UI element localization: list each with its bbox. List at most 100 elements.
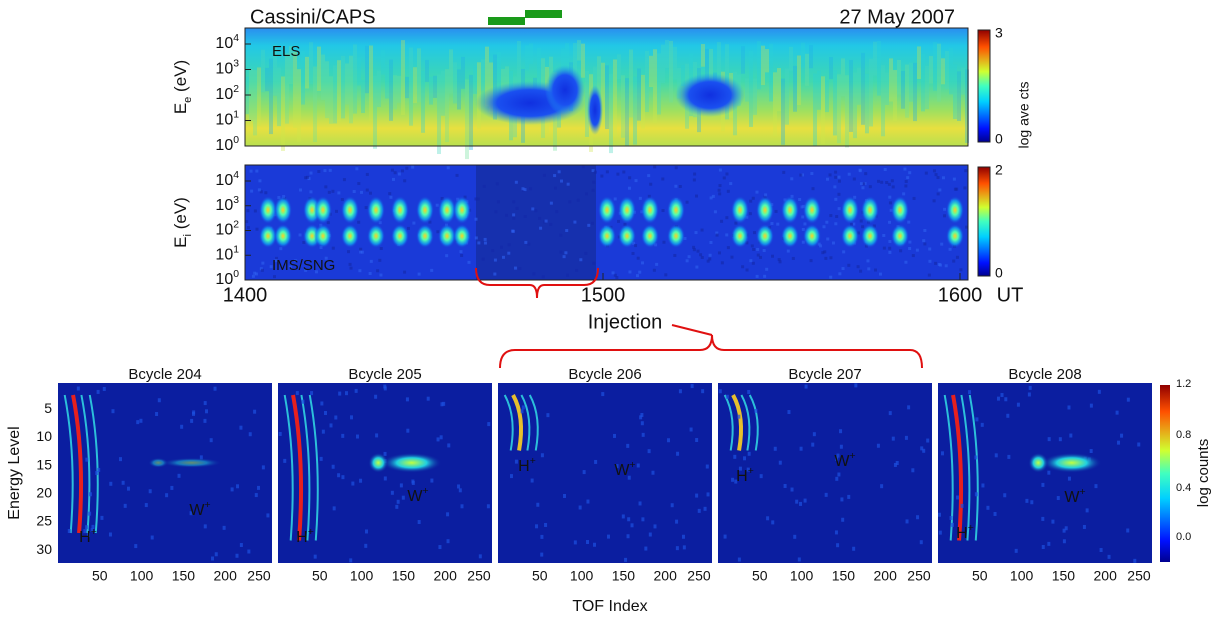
ims-noise [955, 255, 959, 259]
noise [359, 478, 363, 483]
colorbar [977, 166, 991, 277]
els-stripe [757, 41, 761, 90]
ims-noise [693, 172, 697, 176]
ims-noise [274, 259, 278, 263]
ims-blob [598, 224, 616, 248]
y-tick-label-part: 3 [233, 195, 239, 206]
ims-noise [745, 268, 749, 272]
noise [139, 418, 143, 423]
ims-blob [891, 196, 909, 224]
ims-noise [647, 174, 651, 178]
y-tick-label: 104 [215, 170, 239, 189]
y-tick-label-part: 10 [215, 61, 233, 78]
els-stripe [289, 46, 293, 84]
ims-noise [741, 265, 745, 269]
ims-noise [534, 209, 538, 213]
noise [540, 552, 544, 557]
els-stripe [645, 50, 649, 113]
ims-noise [700, 228, 704, 232]
ims-noise [859, 182, 863, 186]
els-stripe [429, 76, 433, 105]
ims-noise [759, 255, 763, 259]
els-stripe [273, 44, 277, 96]
ims-noise [763, 274, 767, 278]
noise [85, 525, 89, 530]
ims-noise [755, 190, 759, 194]
ims-noise [853, 195, 857, 199]
y-axis-label: Ei (eV) [171, 197, 193, 248]
noise [438, 545, 442, 550]
y-tick-label: 102 [215, 84, 239, 103]
ims-noise [532, 272, 536, 276]
noise [90, 528, 94, 533]
noise [95, 471, 99, 476]
ims-noise [882, 233, 886, 237]
noise [854, 383, 858, 388]
x-tick-label: 200 [1094, 568, 1118, 584]
noise [1126, 528, 1130, 533]
els-stripe [437, 74, 441, 155]
x-tick-label: 250 [687, 568, 711, 584]
ims-noise [369, 259, 373, 263]
ims-noise [862, 182, 866, 186]
ims-noise [590, 221, 594, 225]
noise [799, 446, 803, 451]
y-tick-label: 104 [215, 33, 239, 52]
ims-noise [652, 268, 656, 272]
ims-noise [634, 179, 638, 183]
ims-noise [833, 185, 837, 189]
ims-noise [455, 173, 459, 177]
ims-noise [927, 273, 931, 277]
noise [1115, 410, 1119, 415]
ims-noise [718, 184, 722, 188]
els-stripe [765, 49, 769, 73]
noise [919, 540, 923, 545]
els-stripe [785, 68, 789, 125]
ims-noise [861, 225, 865, 229]
noise [852, 546, 856, 551]
els-stripe [885, 72, 889, 105]
ims-noise [837, 175, 841, 179]
ims-blob [618, 196, 636, 224]
ims-noise [751, 261, 755, 265]
ims-noise [549, 201, 553, 205]
w-label-part: + [423, 486, 429, 497]
noise [1099, 548, 1103, 553]
ims-noise [864, 172, 868, 176]
ims-noise [811, 187, 815, 191]
y-axis-label-part: i [182, 234, 194, 236]
ims-noise [403, 179, 407, 183]
ims-noise [940, 242, 944, 246]
noise [76, 386, 80, 391]
ims-blob [841, 196, 859, 224]
ims-noise [592, 180, 596, 184]
ims-noise [446, 166, 450, 170]
els-stripe [961, 67, 965, 95]
noise [841, 517, 845, 522]
ims-blob [756, 224, 774, 248]
ims-noise [809, 259, 813, 263]
noise [1107, 554, 1111, 559]
noise [940, 451, 944, 456]
els-stripe [773, 72, 777, 137]
noise [1041, 482, 1045, 487]
ims-noise [837, 207, 841, 211]
els-stripe [625, 78, 629, 146]
noise [1137, 442, 1141, 447]
els-stripe [573, 43, 577, 88]
h-label-part: + [308, 527, 314, 538]
els-stripe [325, 61, 329, 119]
noise [436, 437, 440, 442]
els-stripe [497, 51, 501, 105]
els-stripe [361, 79, 365, 114]
ims-noise [817, 242, 821, 246]
ims-noise [564, 251, 568, 255]
noise [682, 545, 686, 550]
els-stripe [665, 40, 669, 68]
h-track [308, 394, 319, 541]
y-tick-label: 5 [44, 400, 52, 416]
noise [487, 422, 491, 427]
noise [439, 435, 443, 440]
noise [812, 432, 816, 437]
